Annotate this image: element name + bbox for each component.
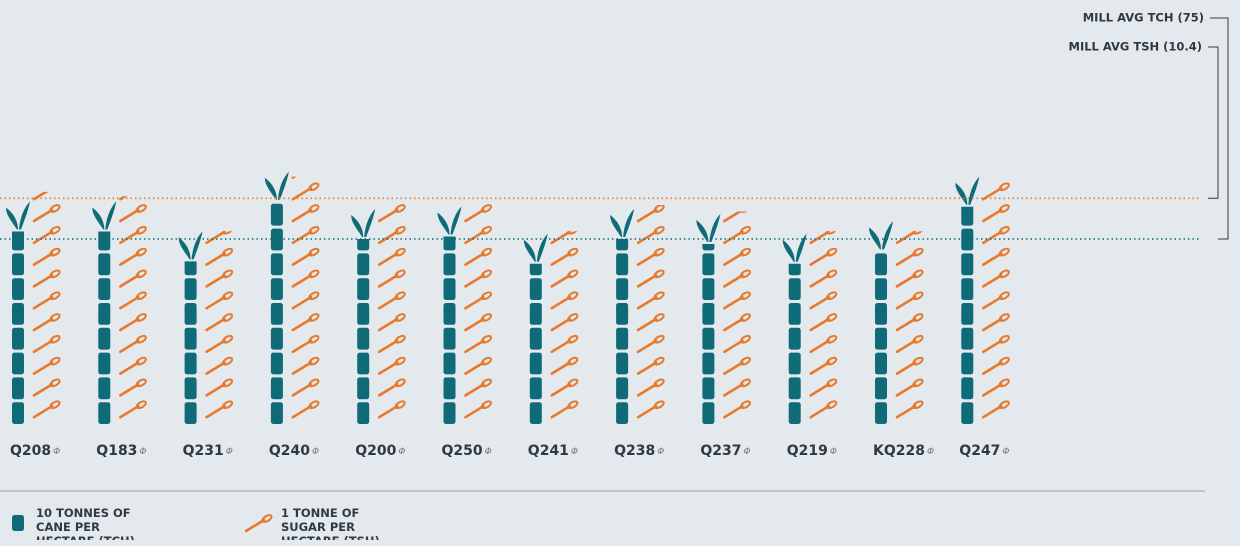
cane-leaves: [610, 209, 635, 237]
sugar-stack: [205, 231, 234, 419]
cane-leaves: [264, 171, 289, 200]
reference-bracket: [1208, 46, 1219, 199]
cane-stack: [357, 239, 370, 424]
cane-leaves: [351, 209, 376, 237]
cane-leaves: [178, 231, 203, 260]
legend-item: 10 TONNES OF CANE PER HECTARE (TCH): [12, 506, 135, 540]
sugar-stack: [636, 205, 665, 419]
cane-leaves: [869, 221, 893, 250]
cane-stack: [616, 239, 629, 424]
cane-stack: [98, 231, 111, 424]
cane-stack: [12, 231, 24, 424]
cane-leaves: [92, 201, 117, 230]
x-tick-label: Q240 Φ: [269, 443, 319, 459]
x-tick-label: Q250 Φ: [442, 443, 492, 459]
reference-label: MILL AVG TSH (10.4): [1069, 40, 1203, 54]
cane-stack: [443, 236, 456, 424]
sugar-stack: [723, 211, 751, 419]
cane-leaves: [782, 233, 807, 262]
sugar-stack: [464, 204, 493, 419]
x-tick-label: Q241 Φ: [528, 443, 578, 459]
cane-leaves: [955, 176, 980, 205]
x-tick-label: Q238 Φ: [614, 443, 664, 459]
cane-leaves: [696, 213, 721, 242]
sugar-stack: [32, 191, 61, 419]
sugar-stack: [981, 182, 1010, 419]
legend-item: 1 TONNE OF SUGAR PER HECTARE (TSH): [244, 506, 380, 540]
x-tick-label: Q208 Φ: [10, 443, 60, 459]
x-tick-label: Q231 Φ: [183, 443, 233, 459]
cane-stack: [961, 206, 974, 424]
cane-stack: [875, 253, 887, 424]
cane-leaves: [523, 233, 548, 262]
reference-bracket: [1210, 17, 1229, 240]
x-tick-label: Q183 Φ: [96, 443, 146, 459]
cane-leaves: [6, 201, 30, 230]
sugar-stack: [119, 196, 147, 419]
cane-stack: [702, 243, 715, 424]
sugar-stack: [377, 204, 406, 419]
legend-label: 10 TONNES OF CANE PER HECTARE (TCH): [36, 506, 135, 540]
sugar-stack: [809, 231, 838, 419]
cane-stack: [788, 263, 801, 424]
cane-stack: [529, 263, 542, 424]
x-tick-label: Q219 Φ: [787, 443, 837, 459]
reference-label: MILL AVG TCH (75): [1083, 11, 1204, 25]
x-tick-label: KQ228 Φ: [873, 443, 934, 459]
sugar-stack: [550, 231, 579, 419]
cane-stack: [270, 203, 283, 424]
x-tick-label: Q247 Φ: [959, 443, 1009, 459]
sugar-stack: [895, 231, 924, 419]
x-tick-label: Q200 Φ: [355, 443, 405, 459]
cane-leaves: [437, 206, 462, 235]
cane-stack: [184, 261, 197, 424]
legend-label: 1 TONNE OF SUGAR PER HECTARE (TSH): [281, 506, 380, 540]
x-tick-label: Q237 Φ: [700, 443, 750, 459]
sugar-stack: [291, 176, 320, 419]
